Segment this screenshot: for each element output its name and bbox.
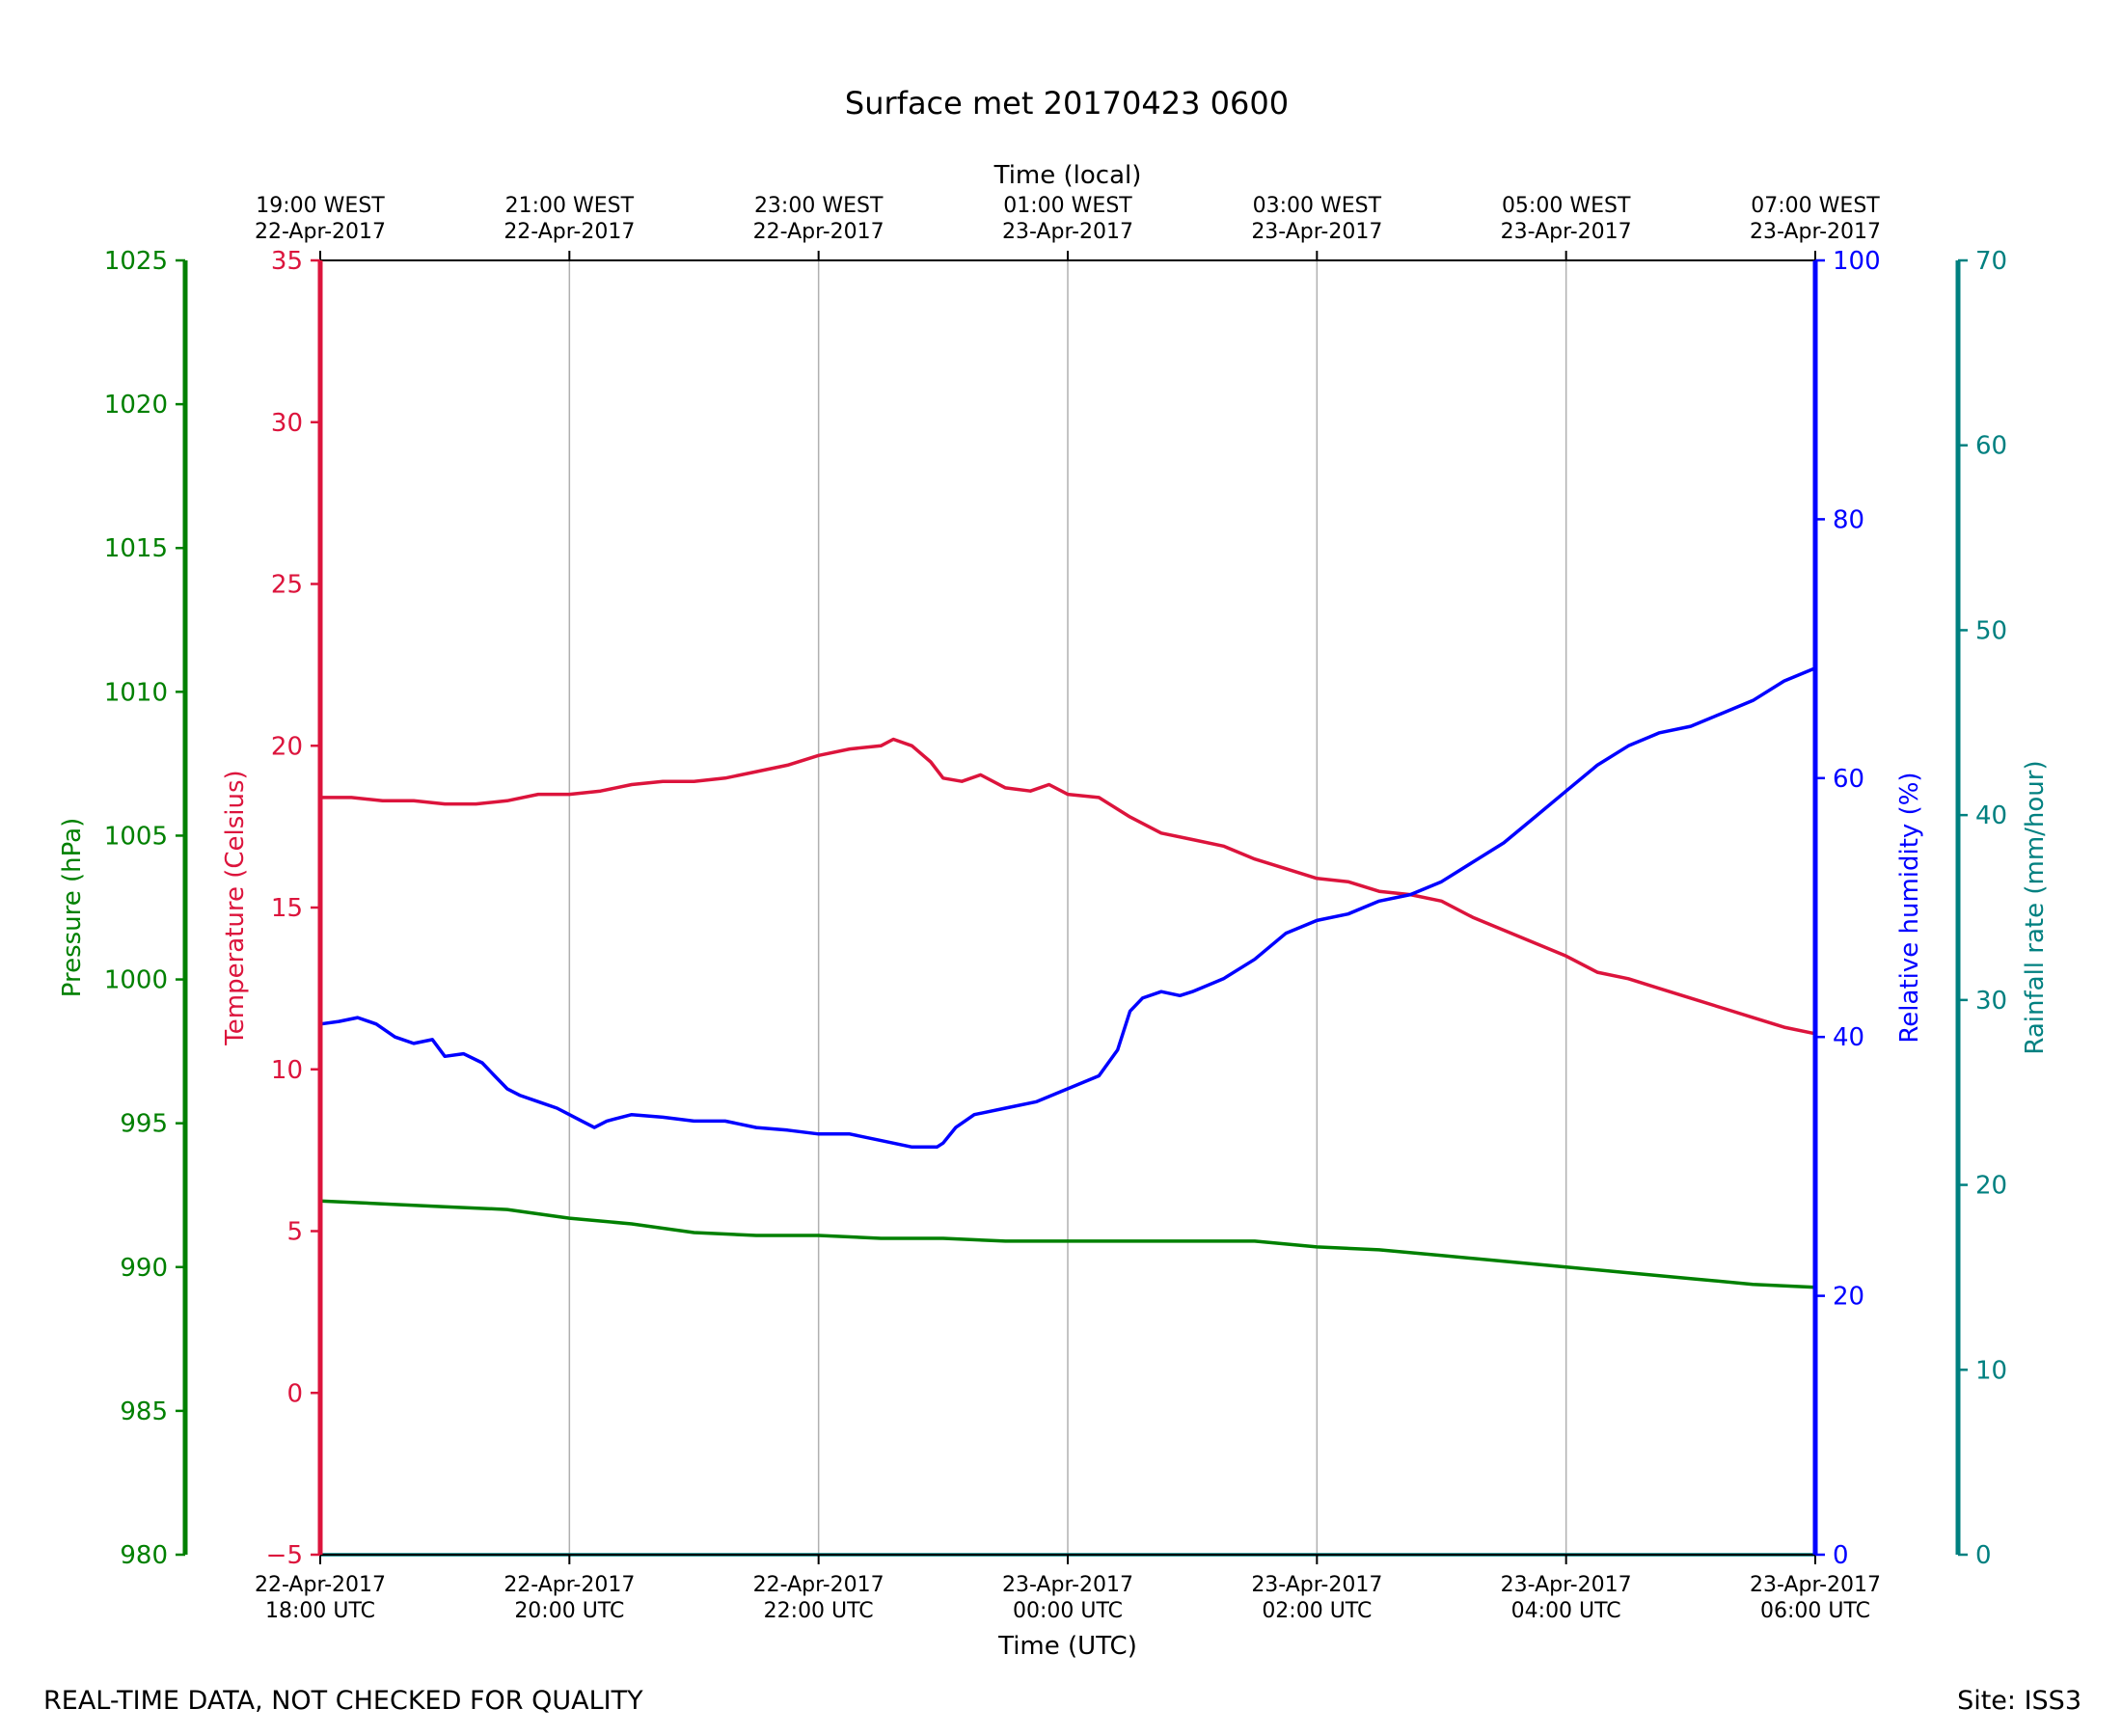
x-tick-label-top: 22-Apr-2017: [503, 220, 635, 244]
pressure-tick-label: 980: [120, 1541, 168, 1570]
pressure-tick-label: 985: [120, 1397, 168, 1426]
temperature-tick-label: 35: [271, 247, 303, 276]
rainfall-tick-label: 40: [1975, 801, 2007, 830]
temperature-tick-label: 5: [286, 1218, 303, 1247]
series-relative-humidity: [319, 666, 1816, 1150]
x-tick-label-bottom: 22:00 UTC: [764, 1599, 874, 1623]
series-temperature: [320, 737, 1816, 1036]
x-tick-label-bottom: 23-Apr-2017: [1750, 1573, 1881, 1597]
humidity-tick-label: 80: [1833, 505, 1864, 534]
x-tick-label-bottom: 06:00 UTC: [1760, 1599, 1870, 1623]
x-tick-label-top: 23:00 WEST: [754, 194, 884, 218]
x-tick-label-bottom: 04:00 UTC: [1511, 1599, 1621, 1623]
pressure-tick-label: 1015: [104, 534, 168, 563]
pressure-tick-label: 995: [120, 1110, 168, 1139]
x-tick-label-bottom: 22-Apr-2017: [503, 1573, 635, 1597]
temperature-tick-label: 30: [271, 409, 303, 438]
rainfall-tick-label: 60: [1975, 432, 2007, 461]
site-label: Site: ISS3: [1957, 1686, 2081, 1716]
x-tick-label-bottom: 02:00 UTC: [1262, 1599, 1372, 1623]
x-tick-label-bottom: 22-Apr-2017: [753, 1573, 884, 1597]
temperature-tick-label: −5: [266, 1541, 303, 1570]
x-tick-label-top: 23-Apr-2017: [1501, 220, 1632, 244]
x-tick-label-bottom: 00:00 UTC: [1013, 1599, 1123, 1623]
x-tick-label-top: 23-Apr-2017: [1002, 220, 1133, 244]
x-tick-label-bottom: 23-Apr-2017: [1251, 1573, 1382, 1597]
x-tick-label-bottom: 20:00 UTC: [514, 1599, 624, 1623]
pressure-tick-label: 1005: [104, 822, 168, 851]
humidity-tick-label: 100: [1833, 247, 1881, 276]
temperature-tick-label: 25: [271, 571, 303, 600]
humidity-tick-label: 40: [1833, 1023, 1864, 1052]
x-tick-label-top: 03:00 WEST: [1253, 194, 1382, 218]
x-tick-label-top: 23-Apr-2017: [1251, 220, 1382, 244]
temperature-tick-label: 20: [271, 732, 303, 761]
pressure-tick-label: 1020: [104, 391, 168, 420]
temperature-tick-label: 10: [271, 1056, 303, 1085]
rainfall-tick-label: 30: [1975, 987, 2007, 1016]
x-tick-label-top: 22-Apr-2017: [753, 220, 884, 244]
pressure-tick-label: 990: [120, 1254, 168, 1283]
humidity-tick-label: 60: [1833, 765, 1864, 794]
temperature-axis-label: Temperature (Celsius): [221, 770, 250, 1045]
pressure-tick-label: 1010: [104, 678, 168, 707]
x-tick-label-top: 22-Apr-2017: [255, 220, 386, 244]
x-tick-label-top: 05:00 WEST: [1502, 194, 1631, 218]
humidity-tick-label: 20: [1833, 1283, 1864, 1312]
humidity-axis-label: Relative humidity (%): [1895, 772, 1924, 1043]
rainfall-tick-label: 20: [1975, 1172, 2007, 1201]
rainfall-tick-label: 0: [1975, 1541, 1992, 1570]
humidity-tick-label: 0: [1833, 1541, 1849, 1570]
chart-title: Surface met 20170423 0600: [845, 85, 1289, 122]
pressure-axis-label: Pressure (hPa): [58, 818, 87, 998]
quality-disclaimer: REAL-TIME DATA, NOT CHECKED FOR QUALITY: [43, 1686, 643, 1716]
x-tick-label-bottom: 23-Apr-2017: [1002, 1573, 1133, 1597]
rainfall-tick-label: 10: [1975, 1356, 2007, 1385]
rainfall-axis-label: Rainfall rate (mm/hour): [2021, 760, 2050, 1054]
temperature-tick-label: 15: [271, 894, 303, 923]
x-tick-label-top: 01:00 WEST: [1003, 194, 1132, 218]
x-tick-label-top: 07:00 WEST: [1751, 194, 1880, 218]
x-tick-label-top: 21:00 WEST: [505, 194, 635, 218]
x-axis-label-top: Time (local): [993, 161, 1142, 190]
x-tick-label-top: 19:00 WEST: [256, 194, 385, 218]
x-axis-label-bottom: Time (UTC): [997, 1632, 1137, 1661]
x-tick-label-bottom: 22-Apr-2017: [255, 1573, 386, 1597]
rainfall-tick-label: 70: [1975, 247, 2007, 276]
pressure-tick-label: 1025: [104, 247, 168, 276]
series-pressure: [319, 1199, 1816, 1289]
temperature-tick-label: 0: [286, 1379, 303, 1408]
gridlines: [568, 260, 1567, 1555]
x-tick-label-bottom: 23-Apr-2017: [1501, 1573, 1632, 1597]
x-tick-label-bottom: 18:00 UTC: [265, 1599, 375, 1623]
x-tick-label-top: 23-Apr-2017: [1750, 220, 1881, 244]
pressure-tick-label: 1000: [104, 966, 168, 995]
rainfall-tick-label: 50: [1975, 616, 2007, 645]
